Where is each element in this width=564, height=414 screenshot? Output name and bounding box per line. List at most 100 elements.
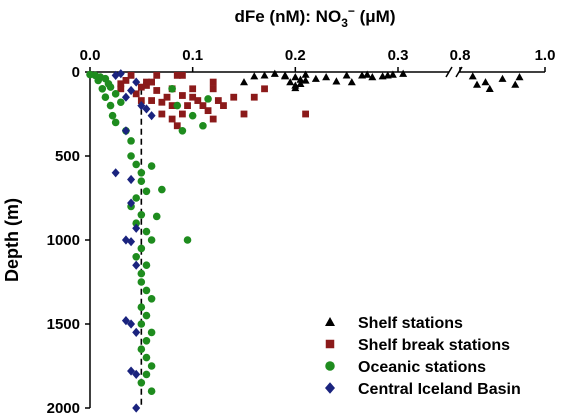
data-point <box>132 77 141 87</box>
data-point <box>250 72 259 80</box>
data-point <box>270 69 279 77</box>
data-point <box>240 110 248 118</box>
chart-title: dFe (nM): NO3− (μM) <box>234 4 395 30</box>
legend-label: Oceanic stations <box>358 359 486 376</box>
legend-marker <box>325 317 335 326</box>
legend-label: Shelf break stations <box>358 337 510 354</box>
legend-item: Shelf stations <box>325 315 463 332</box>
data-point <box>137 177 146 185</box>
data-point <box>106 83 115 91</box>
data-point <box>485 84 494 92</box>
data-point <box>168 85 176 93</box>
data-point <box>322 73 331 81</box>
legend-label: Central Iceland Basin <box>358 381 521 398</box>
y-tick-label: 1500 <box>47 316 80 333</box>
data-point <box>147 362 156 370</box>
data-points <box>86 69 524 413</box>
data-point <box>111 70 120 80</box>
data-point <box>147 236 156 244</box>
data-point <box>220 102 227 109</box>
data-point <box>98 85 107 93</box>
data-point <box>132 223 141 233</box>
data-point <box>347 78 356 86</box>
data-point <box>127 85 136 96</box>
series-circle <box>86 70 212 396</box>
title-tail: (μM) <box>355 7 396 26</box>
data-point <box>147 328 156 337</box>
data-point <box>142 370 151 379</box>
data-point <box>281 72 290 80</box>
data-point <box>132 369 141 379</box>
data-point <box>137 320 146 328</box>
axes: 0.0 0.1 0.2 0.3 0.8 1.0 0 500 1000 1500 2000 <box>47 47 556 414</box>
data-point <box>209 115 217 123</box>
data-point <box>511 80 520 88</box>
data-point <box>137 244 146 253</box>
legend-item: Shelf break stations <box>325 337 510 354</box>
data-point <box>111 118 120 127</box>
x-tick-label: 0.1 <box>182 47 203 64</box>
data-point <box>121 92 130 102</box>
data-point <box>132 194 140 202</box>
data-point <box>168 102 176 109</box>
data-point <box>204 95 212 103</box>
data-point <box>137 101 146 111</box>
data-point <box>127 174 136 185</box>
data-point <box>189 85 197 93</box>
data-point <box>498 74 507 82</box>
data-point <box>291 73 300 81</box>
data-point <box>108 111 117 120</box>
data-point <box>132 252 140 261</box>
data-point <box>142 353 151 362</box>
data-point <box>332 77 341 85</box>
data-point <box>183 236 192 244</box>
data-point <box>132 327 141 337</box>
data-point <box>142 104 151 114</box>
data-point <box>515 73 524 81</box>
data-point <box>261 85 268 93</box>
data-point <box>230 93 238 101</box>
data-point <box>127 198 136 208</box>
data-point <box>173 71 181 79</box>
data-point <box>199 102 207 109</box>
data-point <box>209 85 217 93</box>
data-point <box>137 278 146 286</box>
data-point <box>302 110 309 118</box>
x-tick-label: 1.0 <box>535 47 556 64</box>
data-point <box>158 185 166 194</box>
legend-item: Central Iceland Basin <box>325 381 521 398</box>
x-tick-label: 0.3 <box>388 47 409 64</box>
data-point <box>143 82 150 89</box>
data-point <box>137 211 146 219</box>
data-point <box>179 71 186 79</box>
data-point <box>152 212 161 221</box>
data-point <box>132 90 140 98</box>
x-tick-label: 0.8 <box>450 47 471 64</box>
data-point <box>116 69 125 79</box>
data-point <box>148 78 155 86</box>
data-point <box>117 80 125 88</box>
legend: Shelf stations Shelf break stations Oceani… <box>325 315 521 398</box>
data-point <box>240 78 248 86</box>
y-tick-label: 1000 <box>47 232 80 249</box>
data-point <box>117 98 125 107</box>
data-point <box>163 93 171 101</box>
data-point <box>137 269 146 278</box>
data-point <box>179 110 186 118</box>
series-triangle <box>240 69 524 92</box>
data-point <box>111 168 120 178</box>
data-point <box>214 97 222 104</box>
data-point <box>142 261 151 270</box>
data-point <box>399 69 408 77</box>
data-point <box>158 110 166 118</box>
series-square <box>117 71 309 130</box>
data-point <box>481 78 490 86</box>
data-point <box>137 169 146 177</box>
axis-break-mark-left <box>445 66 453 78</box>
legend-label: Shelf stations <box>358 315 463 332</box>
data-point <box>127 71 135 79</box>
data-point <box>368 73 377 81</box>
title-main: dFe (nM): NO <box>234 7 341 26</box>
title-subscript: 3 <box>341 16 348 30</box>
